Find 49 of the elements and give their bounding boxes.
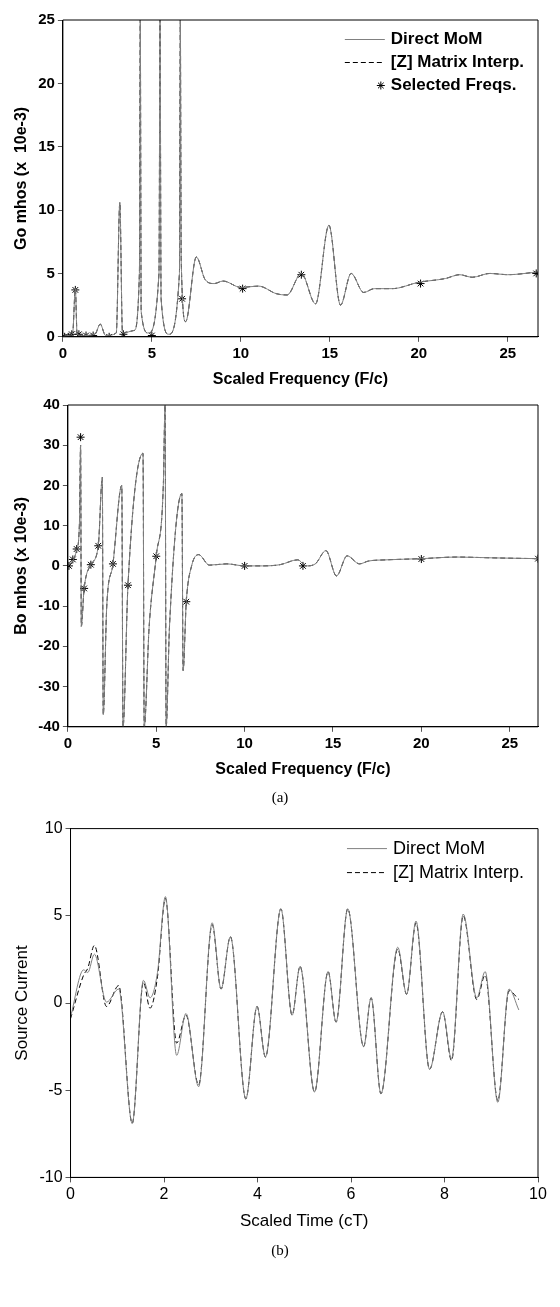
x-axis-title: Scaled Time (cT) <box>240 1211 369 1231</box>
y-tick-label: 0 <box>46 326 55 344</box>
y-axis-title: Bo mhos (x 10e-3) <box>12 496 30 635</box>
legend-label: [Z] Matrix Interp. <box>390 52 524 72</box>
x-tick-label: 15 <box>321 343 339 361</box>
y-tick-label: 20 <box>38 73 55 91</box>
x-tick-label: 6 <box>346 1185 356 1203</box>
x-tick-label: 10 <box>232 343 250 361</box>
legend-label: Direct MoM <box>390 29 483 49</box>
y-tick-label: 25 <box>38 10 55 28</box>
x-axis-title: Scaled Frequency (F/c) <box>212 369 389 387</box>
y-tick-label: -10 <box>38 596 60 614</box>
x-tick-label: 10 <box>236 733 253 751</box>
y-tick-label: 5 <box>53 906 63 924</box>
x-tick-label: 20 <box>413 733 430 751</box>
y-tick-label: -20 <box>38 636 60 654</box>
y-tick-label: 10 <box>44 819 63 837</box>
y-tick-label: 5 <box>46 263 55 281</box>
x-tick-label: 25 <box>501 733 519 751</box>
x-tick-label: 8 <box>440 1185 450 1203</box>
x-tick-label: 10 <box>529 1185 547 1203</box>
y-axis-title: Source Current <box>11 945 31 1061</box>
text: (a) <box>270 789 290 806</box>
y-tick-label: 0 <box>53 993 63 1011</box>
x-tick-label: 20 <box>410 343 428 361</box>
legend-label: Selected Freqs. <box>390 75 517 95</box>
y-tick-label: 0 <box>51 556 60 574</box>
legend-label: Direct MoM <box>392 837 485 858</box>
y-tick-label: -10 <box>39 1167 63 1185</box>
y-tick-label: -30 <box>38 676 60 694</box>
x-tick-label: 25 <box>499 343 517 361</box>
x-tick-label: 15 <box>324 733 342 751</box>
y-tick-label: 10 <box>43 515 60 533</box>
y-tick-label: 30 <box>43 435 60 453</box>
legend-label: [Z] Matrix Interp. <box>392 861 524 882</box>
y-tick-label: -40 <box>38 716 60 734</box>
x-tick-label: 5 <box>152 733 161 751</box>
y-tick-label: 20 <box>43 475 60 493</box>
x-axis-title: Scaled Frequency (F/c) <box>215 759 391 777</box>
x-tick-label: 4 <box>253 1185 263 1203</box>
y-tick-label: 10 <box>38 200 55 218</box>
y-tick-label: 15 <box>38 136 55 154</box>
x-tick-label: 2 <box>159 1185 169 1203</box>
y-tick-label: -5 <box>48 1080 63 1098</box>
x-tick-label: 0 <box>66 1185 76 1203</box>
text: (b) <box>270 1242 290 1259</box>
x-tick-label: 5 <box>147 343 157 361</box>
y-axis-title: Go mhos (x 10e-3) <box>12 106 30 250</box>
y-tick-label: 40 <box>43 395 60 413</box>
